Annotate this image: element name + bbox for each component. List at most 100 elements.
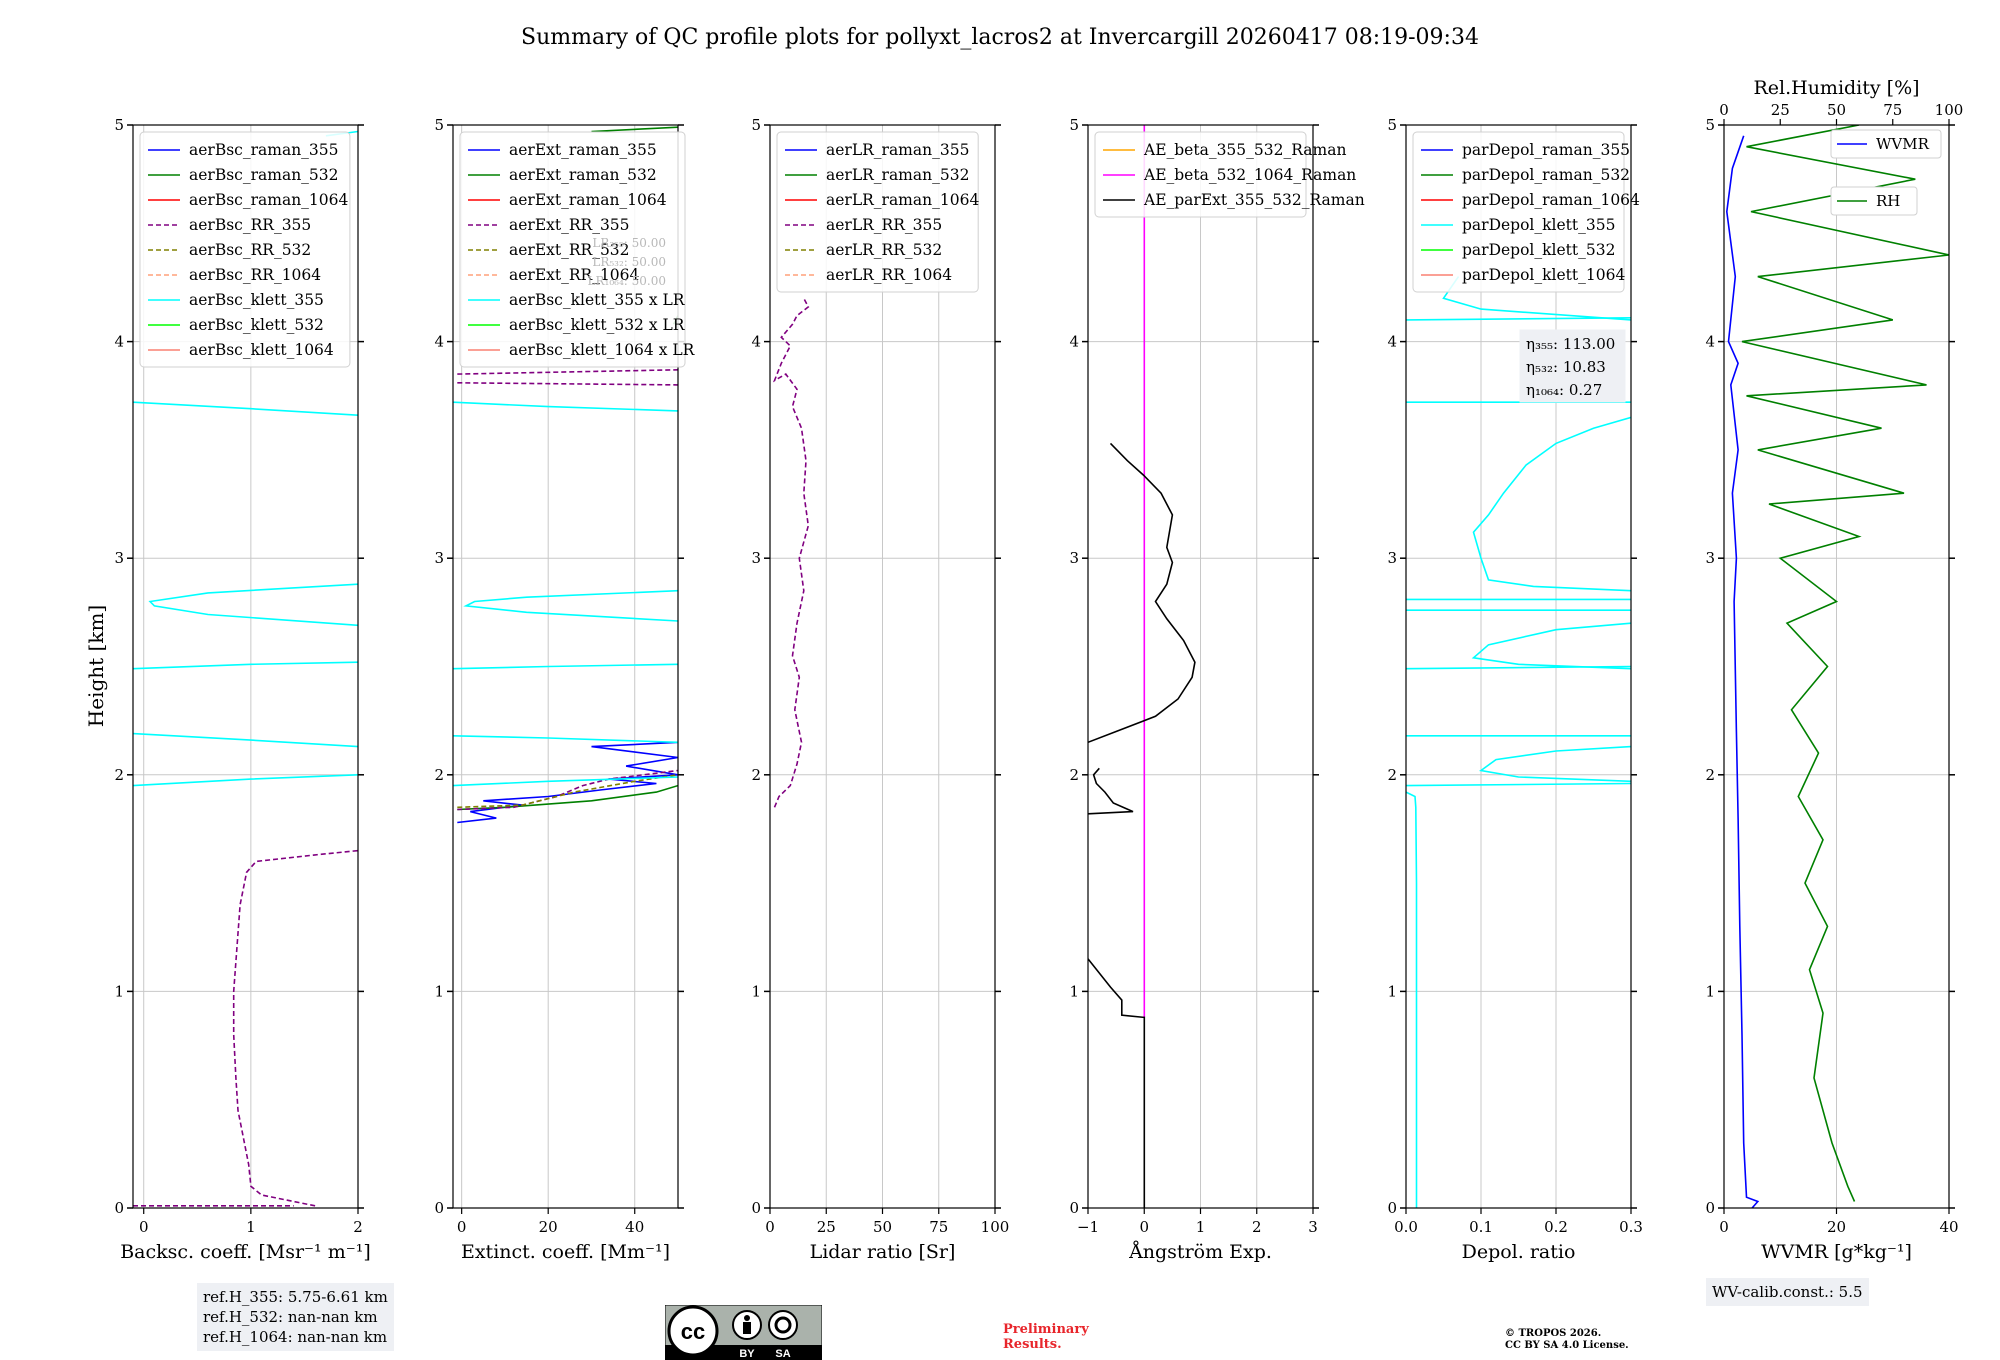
top-xtick-label-2: 50	[1827, 101, 1846, 119]
ytick-label-2: 2	[114, 766, 124, 784]
cc-logo-icon	[667, 1305, 719, 1357]
ytick-label-5: 5	[114, 116, 124, 134]
legend-label-5: aerLR_RR_1064	[826, 266, 952, 284]
legend-label-4: parDepol_klett_532	[1462, 241, 1615, 259]
xtick-label-0: 0.0	[1394, 1218, 1418, 1236]
ytick-label-3: 3	[1387, 549, 1397, 567]
ytick-label-4: 4	[1069, 333, 1079, 351]
xtick-label-0: 0	[457, 1218, 467, 1236]
ytick-label-1: 1	[1705, 982, 1715, 1000]
ref-h-532: ref.H_532: nan-nan km	[203, 1308, 378, 1326]
series-parDepol_klett_355	[1406, 791, 1418, 1208]
legend-label-1: AE_beta_532_1064_Raman	[1143, 166, 1356, 184]
ytick-label-1: 1	[1387, 982, 1397, 1000]
series-aerExt_RR_532	[457, 774, 678, 809]
ytick-label-1: 1	[114, 982, 124, 1000]
ytick-label-5: 5	[434, 116, 444, 134]
sa-share-arrow-icon	[774, 1316, 792, 1334]
axes-frame	[132, 124, 359, 1209]
ytick-label-3: 3	[434, 549, 444, 567]
top-xtick-label-4: 100	[1935, 101, 1964, 119]
xtick-label-3: 2	[1252, 1218, 1262, 1236]
axes-frame	[1405, 124, 1632, 1209]
series-klett_355_b	[453, 735, 678, 744]
series-aerBsc_RR_355	[232, 849, 358, 1207]
eta-box: η₃₅₅: 113.00 η₅₃₂: 10.83 η₁₀₆₄: 0.27	[1519, 329, 1626, 403]
rh-legend-box	[1830, 186, 1918, 216]
rh-legend-label: RH	[1876, 192, 1900, 210]
lr-annotation-0: LR₃₅₅: 50.00	[592, 236, 666, 250]
ytick-label-5: 5	[1387, 116, 1397, 134]
series-klett_355_a	[453, 776, 678, 787]
x-axis-label: Extinct. coeff. [Mm⁻¹]	[461, 1241, 670, 1263]
series-aerExt_raman_355	[457, 741, 678, 824]
legend-box	[1412, 131, 1625, 293]
x-axis-label: Ångström Exp.	[1128, 1241, 1272, 1263]
cc-license-badge: cc BY SA	[665, 1305, 822, 1360]
ytick-label-2: 2	[1387, 766, 1397, 784]
legend-label-5: parDepol_klett_1064	[1462, 266, 1625, 284]
legend: aerLR_raman_355 aerLR_raman_532 aerLR_rama…	[776, 131, 979, 293]
series-AE_parExt_355_532_Raman_b	[1088, 767, 1134, 815]
ytick-label-2: 2	[1069, 766, 1079, 784]
legend-label-3: aerExt_RR_355	[509, 216, 630, 234]
ytick-label-5: 5	[1705, 116, 1715, 134]
series-aerExt_RR_355_high2	[457, 382, 678, 386]
xtick-label-0: −1	[1077, 1218, 1099, 1236]
top-xtick-label-0: 0	[1719, 101, 1729, 119]
top-xtick-label-3: 75	[1883, 101, 1902, 119]
xtick-label-2: 40	[625, 1218, 644, 1236]
ytick-label-5: 5	[1069, 116, 1079, 134]
eta-value-1: η₅₃₂: 10.83	[1526, 358, 1606, 376]
xtick-label-2: 1	[1196, 1218, 1206, 1236]
ytick-label-4: 4	[751, 333, 761, 351]
ref-h-355: ref.H_355: 5.75-6.61 km	[203, 1288, 388, 1306]
legend-label-5: aerExt_RR_1064	[509, 266, 640, 284]
series-RH	[1741, 125, 1949, 1202]
preliminary-line-1: Preliminary	[1003, 1322, 1089, 1337]
xtick-label-2: 40	[1939, 1218, 1958, 1236]
legend: aerExt_raman_355 aerExt_raman_532 aerExt_r…	[459, 131, 696, 368]
legend-box	[776, 131, 979, 293]
series-klett_355_d	[463, 589, 678, 622]
eta-value-0: η₃₅₅: 113.00	[1526, 335, 1615, 353]
ytick-label-1: 1	[751, 982, 761, 1000]
legend: AE_beta_355_532_Raman AE_beta_532_1064_Ra…	[1094, 131, 1365, 218]
x-axis-label: WVMR [g*kg⁻¹]	[1761, 1241, 1912, 1263]
wvmr-legend-box	[1830, 129, 1942, 159]
xtick-label-0: 0	[139, 1218, 149, 1236]
series-klett_355_c	[453, 663, 678, 670]
top-axis-label: Rel.Humidity [%]	[1753, 77, 1919, 99]
xtick-label-0: 0	[1719, 1218, 1729, 1236]
ytick-label-1: 1	[434, 982, 444, 1000]
ytick-label-2: 2	[751, 766, 761, 784]
cc-by-label: BY	[739, 1348, 755, 1360]
xtick-label-4: 100	[981, 1218, 1010, 1236]
legend-label-0: aerExt_raman_355	[509, 141, 657, 159]
xtick-label-2: 2	[353, 1218, 363, 1236]
top-xtick-label-1: 25	[1771, 101, 1790, 119]
series-aerBsc_klett_355	[133, 774, 358, 787]
series-aerExt_RR_355_high	[457, 369, 678, 375]
xtick-label-1: 20	[1827, 1218, 1846, 1236]
xtick-label-2: 50	[873, 1218, 892, 1236]
legend-label-3: parDepol_klett_355	[1462, 216, 1615, 234]
ytick-label-3: 3	[1069, 549, 1079, 567]
legend-label-1: aerLR_raman_532	[826, 166, 969, 184]
series-parDepol_klett_355_c	[1478, 745, 1631, 783]
legend-label-3: aerBsc_RR_355	[189, 216, 311, 234]
series-aerExt_raman_532_top	[591, 126, 678, 133]
by-person-head-icon	[744, 1315, 750, 1321]
xtick-label-2: 0.2	[1544, 1218, 1568, 1236]
legend-label-0: parDepol_raman_355	[1462, 141, 1630, 159]
sa-share-icon	[768, 1310, 798, 1340]
legend-label-1: aerBsc_raman_532	[189, 166, 339, 184]
series-aerExt_RR_355	[457, 769, 678, 811]
legend-label-8: aerBsc_klett_1064 x LR	[509, 341, 696, 359]
ytick-label-0: 0	[434, 1199, 444, 1217]
series-aerExt_raman_532	[457, 784, 678, 811]
legend: aerBsc_raman_355 aerBsc_raman_532 aerBsc_r…	[139, 131, 351, 368]
